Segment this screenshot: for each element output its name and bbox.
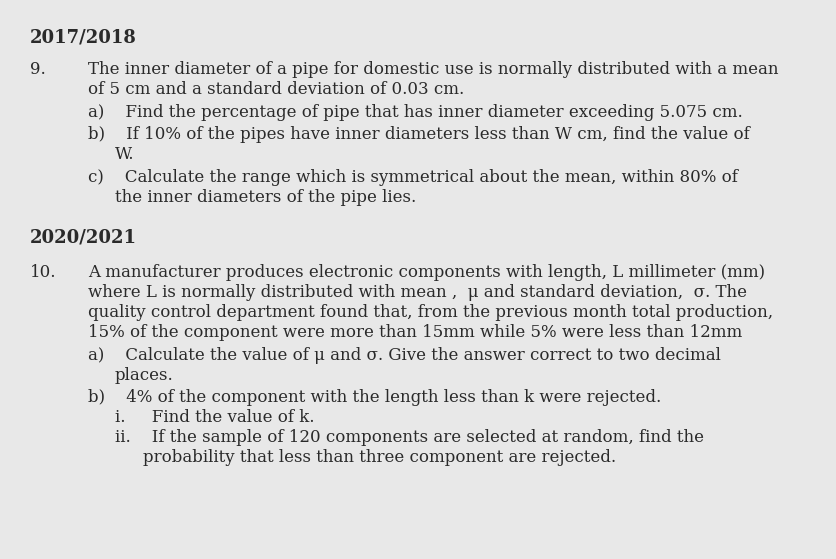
Text: places.: places.: [115, 367, 174, 384]
Text: the inner diameters of the pipe lies.: the inner diameters of the pipe lies.: [115, 189, 416, 206]
Text: a)    Calculate the value of μ and σ. Give the answer correct to two decimal: a) Calculate the value of μ and σ. Give …: [88, 347, 721, 364]
Text: probability that less than three component are rejected.: probability that less than three compone…: [143, 449, 616, 466]
Text: 2017/2018: 2017/2018: [30, 29, 137, 47]
Text: b)    If 10% of the pipes have inner diameters less than W cm, find the value of: b) If 10% of the pipes have inner diamet…: [88, 126, 750, 143]
Text: ii.    If the sample of 120 components are selected at random, find the: ii. If the sample of 120 components are …: [115, 429, 704, 446]
Text: 2020/2021: 2020/2021: [30, 229, 137, 247]
Text: a)    Find the percentage of pipe that has inner diameter exceeding 5.075 cm.: a) Find the percentage of pipe that has …: [88, 104, 742, 121]
Text: The inner diameter of a pipe for domestic use is normally distributed with a mea: The inner diameter of a pipe for domesti…: [88, 61, 778, 78]
Text: i.     Find the value of k.: i. Find the value of k.: [115, 409, 314, 426]
Text: 10.: 10.: [30, 264, 57, 281]
Text: A manufacturer produces electronic components with length, L millimeter (mm): A manufacturer produces electronic compo…: [88, 264, 765, 281]
Text: where L is normally distributed with mean ,  μ and standard deviation,  σ. The: where L is normally distributed with mea…: [88, 284, 747, 301]
Text: 9.: 9.: [30, 61, 46, 78]
Text: 15% of the component were more than 15mm while 5% were less than 12mm: 15% of the component were more than 15mm…: [88, 324, 742, 341]
Text: c)    Calculate the range which is symmetrical about the mean, within 80% of: c) Calculate the range which is symmetri…: [88, 169, 738, 186]
Text: of 5 cm and a standard deviation of 0.03 cm.: of 5 cm and a standard deviation of 0.03…: [88, 81, 464, 98]
Text: W.: W.: [115, 146, 135, 163]
Text: quality control department found that, from the previous month total production,: quality control department found that, f…: [88, 304, 773, 321]
Text: b)    4% of the component with the length less than k were rejected.: b) 4% of the component with the length l…: [88, 389, 661, 406]
